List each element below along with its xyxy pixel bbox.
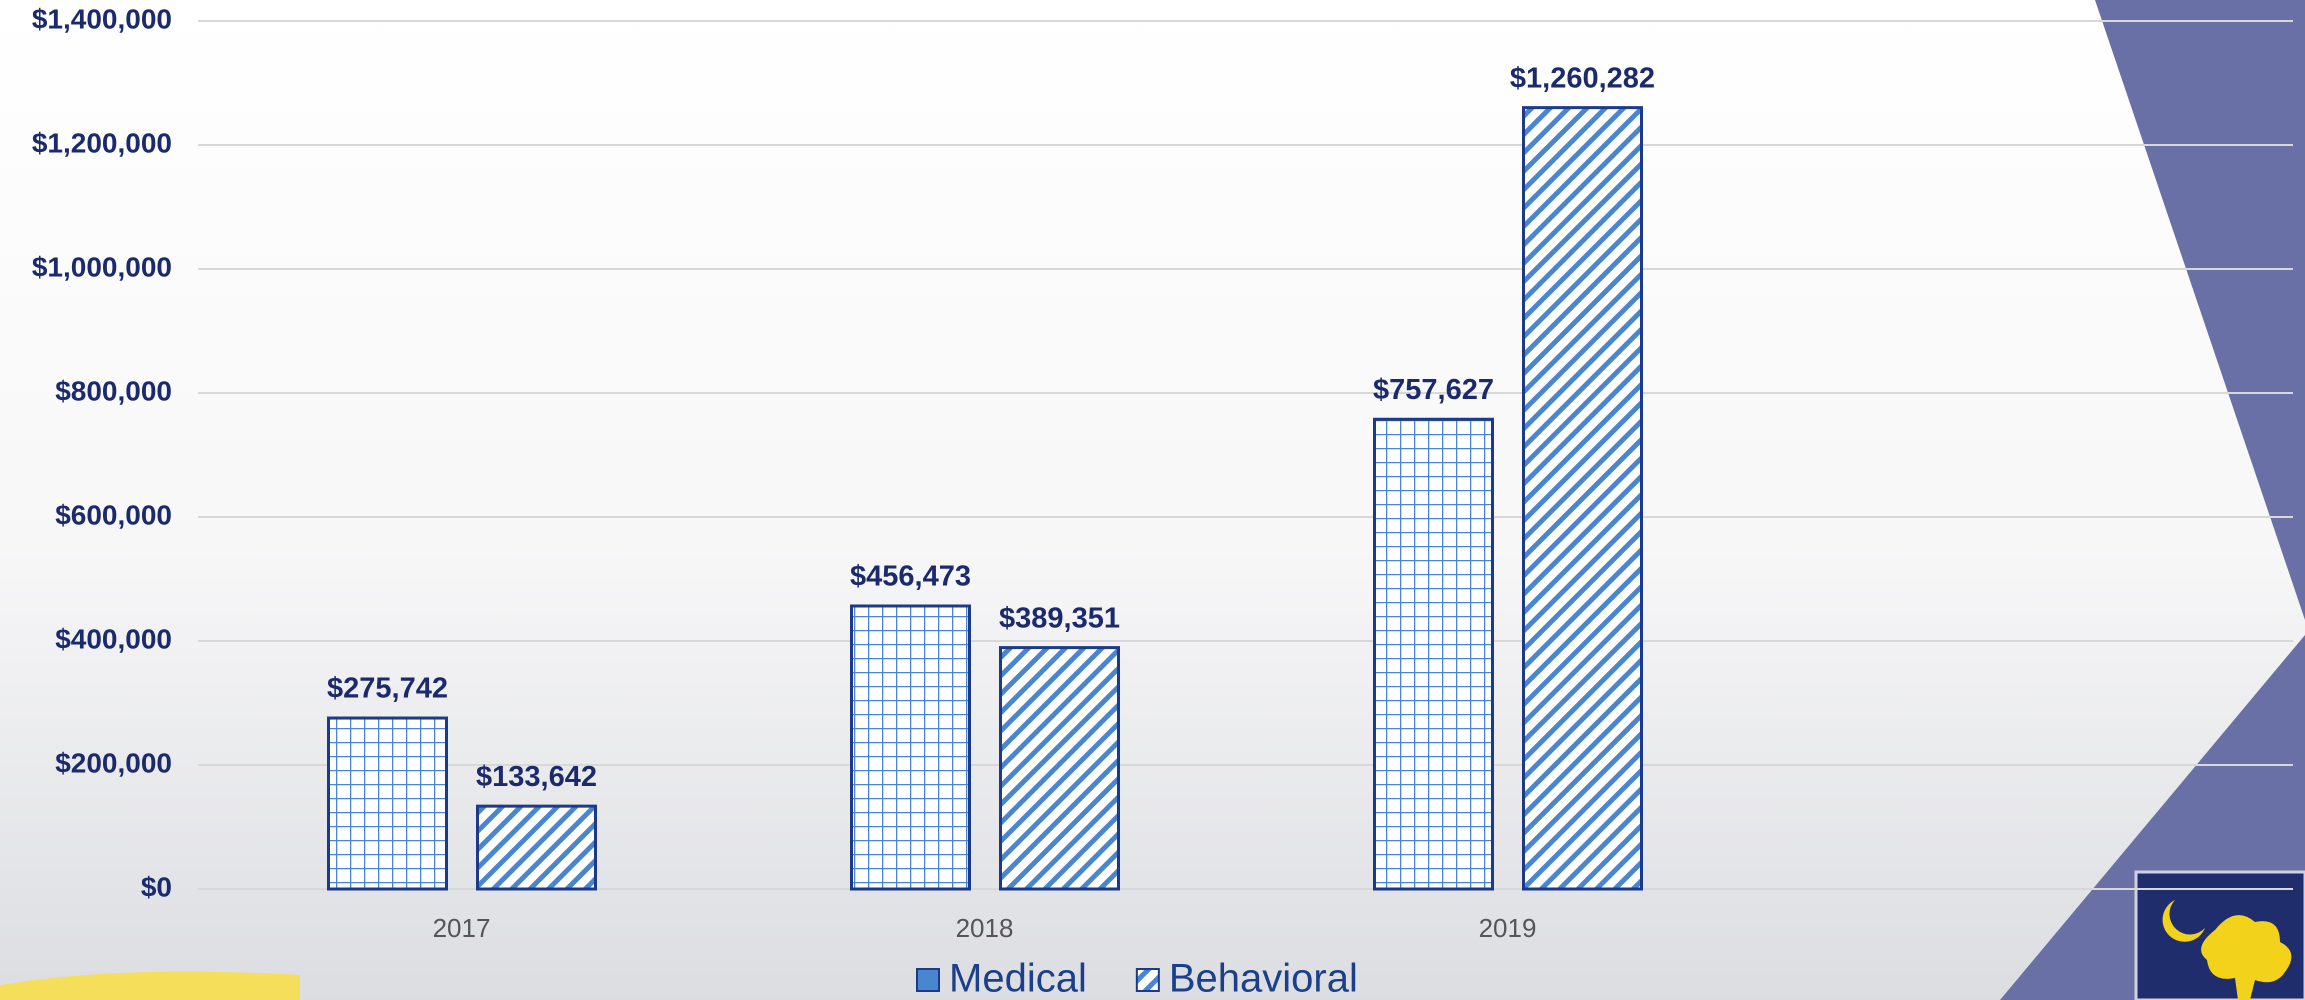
decor-shape	[2095, 0, 2305, 620]
legend-label: Behavioral	[1169, 957, 1358, 1000]
bar	[850, 604, 971, 891]
logo	[2134, 870, 2305, 1000]
legend-label: Medical	[949, 957, 1087, 1000]
value-label: $456,473	[850, 561, 971, 593]
x-tick-label: 2017	[433, 913, 491, 943]
value-label: $757,627	[1373, 374, 1494, 406]
bar	[1522, 106, 1643, 891]
y-tick-label: $1,200,000	[32, 127, 172, 158]
y-tick-label: $1,400,000	[32, 3, 172, 34]
bar	[476, 804, 597, 891]
value-label: $133,642	[476, 761, 597, 793]
y-tick-label: $400,000	[55, 623, 172, 654]
legend-swatch	[1135, 968, 1160, 992]
value-label: $275,742	[327, 673, 448, 705]
y-tick-label: $0	[141, 871, 172, 902]
decor-swoosh	[0, 971, 300, 1000]
bar	[1373, 417, 1494, 891]
y-tick-label: $600,000	[55, 499, 172, 530]
plot-area: $0 $200,000 $400,000 $600,000 $800,000 $1,000…	[32, 3, 2293, 1000]
y-tick-label: $200,000	[55, 747, 172, 778]
x-tick-label: 2018	[956, 913, 1014, 943]
x-tick-label: 2019	[1479, 913, 1537, 943]
bar	[999, 646, 1120, 891]
bar	[327, 716, 448, 891]
value-label: $1,260,282	[1510, 62, 1655, 94]
y-tick-label: $800,000	[55, 375, 172, 406]
legend-swatch	[916, 968, 940, 992]
y-tick-label: $1,000,000	[32, 251, 172, 282]
value-label: $389,351	[999, 602, 1120, 634]
